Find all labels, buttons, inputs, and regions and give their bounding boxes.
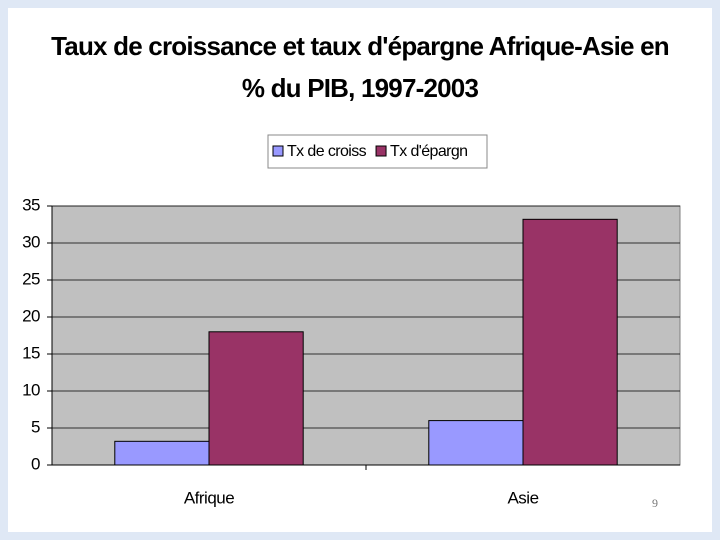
- legend-swatch: [272, 145, 284, 157]
- y-tick-label: 15: [22, 343, 40, 362]
- x-tick-label: Asie: [507, 488, 538, 507]
- y-tick-label: 5: [31, 417, 40, 436]
- y-tick-label: 25: [22, 269, 40, 288]
- legend-swatch: [375, 145, 387, 157]
- bar: [522, 218, 618, 466]
- y-tick-label: 35: [22, 195, 40, 214]
- bar: [428, 420, 524, 466]
- y-tick-label: 0: [31, 454, 40, 473]
- y-tick-label: 10: [22, 380, 40, 399]
- legend-label: Tx de croiss: [287, 143, 367, 160]
- bar: [208, 331, 304, 466]
- y-tick-label: 20: [22, 306, 40, 325]
- chart-title: % du PIB, 1997-2003: [242, 73, 479, 103]
- x-tick-label: Afrique: [184, 488, 234, 507]
- y-tick-label: 30: [22, 232, 40, 251]
- slide-number: 9: [652, 496, 658, 510]
- legend-label: Tx d'épargn: [390, 143, 467, 160]
- chart-title: Taux de croissance et taux d'épargne Afr…: [51, 31, 669, 61]
- bar: [114, 440, 210, 466]
